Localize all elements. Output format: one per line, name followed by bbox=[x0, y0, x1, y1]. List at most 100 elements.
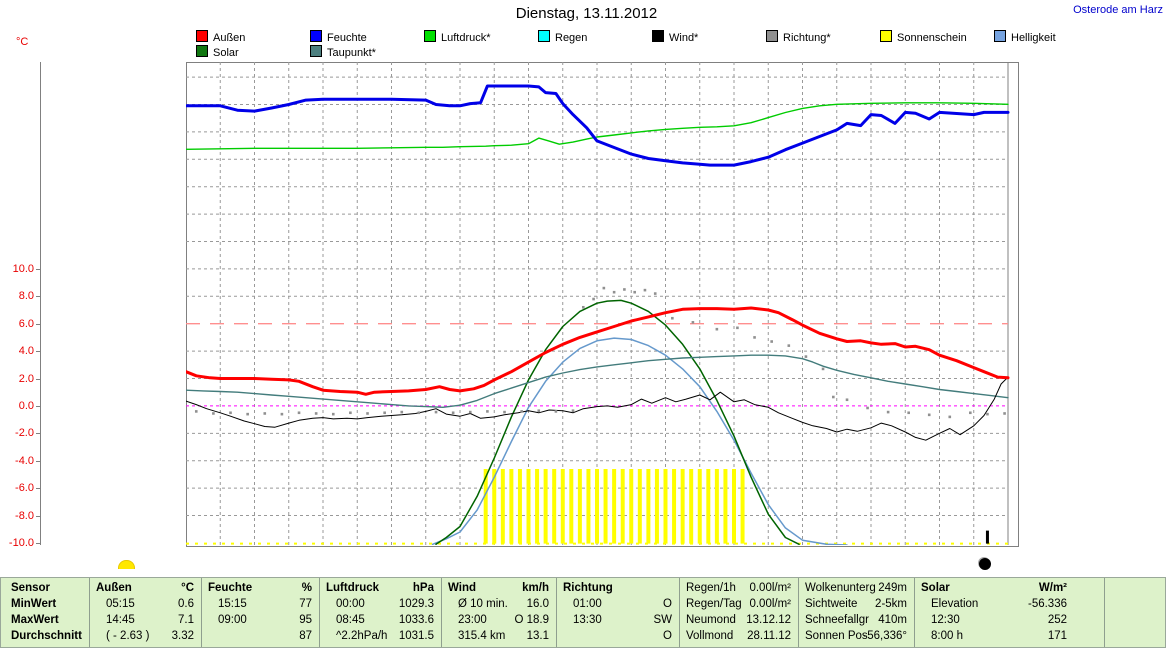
legend-item-richtung[interactable]: Richtung* bbox=[766, 30, 831, 44]
richtung-dot bbox=[770, 340, 773, 343]
y-tick-mark bbox=[36, 433, 41, 435]
y-axis-line bbox=[40, 62, 41, 545]
y-tick-label: 10.0 bbox=[12, 262, 34, 275]
table-cell-value: O bbox=[663, 598, 672, 610]
legend-swatch bbox=[994, 30, 1006, 42]
table-row: 00:00 1029.3 bbox=[320, 596, 442, 612]
table-cell-label: 05:15 bbox=[106, 598, 135, 610]
richtung-dot bbox=[229, 411, 232, 415]
table-row: Durchschnitt bbox=[5, 628, 89, 644]
legend-item-taupunkt[interactable]: Taupunkt* bbox=[310, 45, 376, 59]
table-row: Sonnen Pos -56,336° bbox=[799, 628, 915, 644]
table-row: 01:00 O bbox=[557, 596, 680, 612]
table-column: Regen/1h 0.00l/m² Regen/Tag 0.00l/m² Neumond… bbox=[679, 578, 799, 647]
table-row: 05:15 0.6 bbox=[90, 596, 202, 612]
table-cell-label: 15:15 bbox=[218, 598, 247, 610]
richtung-dot bbox=[691, 321, 695, 324]
legend-item-solar[interactable]: Solar bbox=[196, 45, 239, 59]
richtung-dot bbox=[1003, 412, 1006, 415]
legend-item-feuchte[interactable]: Feuchte bbox=[310, 30, 367, 44]
legend-item-sonnenschein[interactable]: Sonnenschein bbox=[880, 30, 967, 44]
table-cell-label: Vollmond bbox=[686, 630, 734, 642]
table-row: 8:00 h 171 bbox=[915, 628, 1075, 644]
y-tick-label: -6.0 bbox=[15, 482, 34, 495]
legend-item-wind[interactable]: Wind* bbox=[652, 30, 698, 44]
table-cell-value: 95 bbox=[299, 614, 312, 626]
location-link[interactable]: Osterode am Harz bbox=[1073, 4, 1163, 16]
legend-swatch bbox=[310, 30, 322, 42]
table-row: Regen/Tag 0.00l/m² bbox=[680, 596, 799, 612]
legend-item-helligkeit[interactable]: Helligkeit bbox=[994, 30, 1056, 44]
y-tick-mark bbox=[36, 296, 41, 298]
richtung-dot bbox=[821, 367, 825, 371]
table-row: 08:45 1033.6 bbox=[320, 612, 442, 628]
table-cell-value: 28.11.12 bbox=[747, 630, 791, 642]
legend-item-regen[interactable]: Regen bbox=[538, 30, 587, 44]
table-row: MaxWert bbox=[5, 612, 89, 628]
table-cell-value: 252 bbox=[1047, 614, 1067, 626]
legend-swatch bbox=[424, 30, 436, 42]
richtung-dot bbox=[845, 398, 849, 402]
legend-item-auen[interactable]: Außen bbox=[196, 30, 245, 44]
richtung-dot bbox=[434, 410, 438, 414]
table-row: 13:30 SW bbox=[557, 612, 680, 628]
richtung-dot bbox=[927, 413, 931, 417]
richtung-dot bbox=[612, 290, 616, 294]
richtung-dot bbox=[804, 355, 808, 358]
table-column: Richtung 01:00 O 13:30 SW O bbox=[556, 578, 680, 647]
table-cell-value: -56,336° bbox=[863, 630, 907, 642]
richtung-dot bbox=[592, 297, 595, 301]
table-cell-value: % bbox=[301, 582, 312, 594]
table-row: O bbox=[557, 628, 680, 644]
legend-swatch bbox=[196, 30, 208, 42]
richtung-dot bbox=[787, 344, 791, 347]
richtung-dot bbox=[715, 327, 719, 331]
table-cell-label: Regen/Tag bbox=[686, 598, 742, 610]
richtung-dot bbox=[571, 409, 575, 413]
richtung-dot bbox=[212, 412, 215, 415]
page-title: Dienstag, 13.11.2012 bbox=[515, 5, 658, 22]
legend-item-luftdruck[interactable]: Luftdruck* bbox=[424, 30, 491, 44]
richtung-dot bbox=[297, 411, 301, 415]
legend-swatch bbox=[880, 30, 892, 42]
richtung-dot bbox=[349, 411, 352, 415]
richtung-dot bbox=[263, 412, 267, 415]
table-cell-label: Schneefallgr bbox=[805, 614, 869, 626]
y-tick-mark bbox=[36, 488, 41, 490]
richtung-dot bbox=[194, 410, 198, 413]
y-tick-mark bbox=[36, 460, 41, 462]
legend-swatch bbox=[766, 30, 778, 42]
table-cell-label: 8:00 h bbox=[931, 630, 963, 642]
table-column: Feuchte% 15:15 77 09:00 95 87 bbox=[201, 578, 320, 647]
series-luftdruck bbox=[186, 102, 1009, 151]
richtung-dot bbox=[602, 286, 606, 290]
series-aussen bbox=[186, 306, 1010, 396]
richtung-dot bbox=[907, 411, 910, 415]
table-cell-label: Sonnen Pos bbox=[805, 630, 868, 642]
table-cell-label: 08:45 bbox=[336, 614, 365, 626]
table-cell-label: Elevation bbox=[931, 598, 979, 610]
table-cell-value: 3.32 bbox=[171, 630, 194, 642]
series-solar bbox=[435, 299, 800, 545]
table-row: Wind km/h bbox=[442, 580, 557, 596]
table-row: Ø 10 min. 16.0 bbox=[442, 596, 557, 612]
chart-frame bbox=[186, 62, 1019, 547]
richtung-dot bbox=[948, 415, 952, 419]
y-tick-mark bbox=[36, 323, 41, 325]
table-row: ( - 2.63 ) 3.32 bbox=[90, 628, 202, 644]
chart-plot-area bbox=[186, 62, 1010, 545]
night-marker bbox=[985, 530, 989, 544]
table-cell-label: Außen bbox=[96, 582, 132, 594]
table-row: Feuchte% bbox=[202, 580, 320, 596]
y-tick-label: -4.0 bbox=[15, 454, 34, 467]
table-cell-label: 01:00 bbox=[573, 598, 602, 610]
y-tick-label: -2.0 bbox=[15, 427, 34, 440]
table-cell-label: 315.4 km bbox=[458, 630, 506, 642]
table-cell-label: Wolkenunterg bbox=[805, 582, 876, 594]
y-tick-label: 6.0 bbox=[18, 317, 34, 330]
series-helligkeit bbox=[431, 337, 848, 545]
legend-swatch bbox=[196, 45, 208, 57]
table-column: Solar W/m² Elevation -56.336 12:30 252 8:00 h 1… bbox=[914, 578, 1075, 647]
table-row: Sensor bbox=[5, 580, 89, 596]
stats-table: Sensor MinWert MaxWert Durchschnitt Außen °C 0… bbox=[0, 577, 1166, 648]
